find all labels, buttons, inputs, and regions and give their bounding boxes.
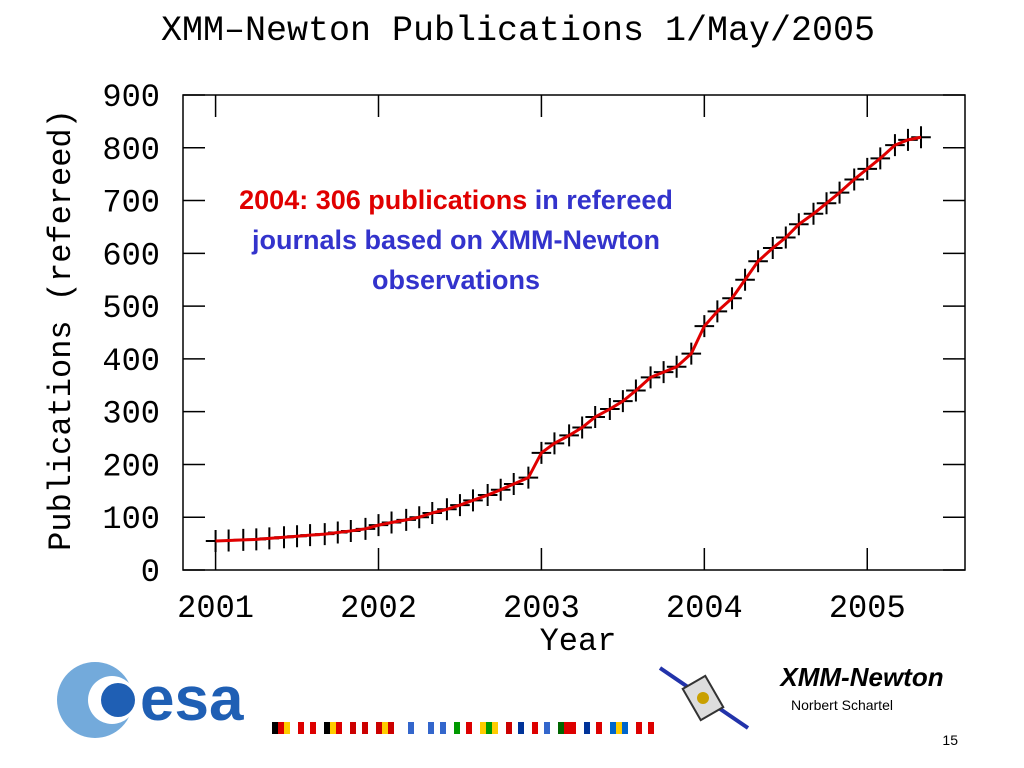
flag-stripe: [330, 722, 336, 734]
flag-stripe: [414, 722, 420, 734]
y-tick-label: 600: [102, 237, 160, 274]
flag-stripe: [310, 722, 316, 734]
flag-stripe: [648, 722, 654, 734]
x-tick-label: 2001: [177, 590, 254, 627]
flag-stripe: [440, 722, 446, 734]
flag-stripe: [382, 722, 388, 734]
y-tick-label: 100: [102, 501, 160, 538]
flag-stripe: [570, 722, 576, 734]
flag-stripe: [506, 722, 512, 734]
data-line: [215, 135, 922, 543]
x-tick-label: 2002: [340, 590, 417, 627]
page-number: 15: [942, 732, 958, 748]
y-tick-label: 200: [102, 448, 160, 485]
flag-stripe: [278, 722, 284, 734]
x-axis-label: Year: [540, 623, 617, 660]
flag-stripe: [480, 722, 486, 734]
flag-stripe: [532, 722, 538, 734]
y-tick-label: 900: [102, 79, 160, 116]
flag-stripe: [486, 722, 492, 734]
y-tick-label: 0: [141, 554, 160, 591]
mission-name: XMM-Newton: [778, 662, 943, 692]
x-tick-label: 2004: [666, 590, 743, 627]
flag-stripe: [272, 722, 278, 734]
annotation: 2004: 306 publications in refereed journ…: [226, 180, 686, 300]
flag-stripe: [636, 722, 642, 734]
flag-stripe: [622, 722, 628, 734]
flag-stripe: [434, 722, 440, 734]
y-tick-label: 700: [102, 185, 160, 222]
flag-stripe: [298, 722, 304, 734]
flags: [272, 722, 654, 734]
flag-stripe: [596, 722, 602, 734]
y-tick-label: 500: [102, 290, 160, 327]
flag-stripe: [350, 722, 356, 734]
flag-stripe: [324, 722, 330, 734]
flag-stripe: [284, 722, 290, 734]
flag-stripe: [518, 722, 524, 734]
flag-stripe: [362, 722, 368, 734]
esa-logo: esa: [57, 662, 244, 738]
flag-stripe: [610, 722, 616, 734]
satellite-icon: [658, 666, 750, 730]
flag-stripe: [642, 722, 648, 734]
plot-frame: [182, 94, 966, 571]
flag-stripe: [402, 722, 408, 734]
flag-stripe: [336, 722, 342, 734]
flag-stripe: [512, 722, 518, 734]
flag-stripe: [616, 722, 622, 734]
x-tick-label: 2003: [503, 590, 580, 627]
flag-stripe: [454, 722, 460, 734]
flag-stripe: [558, 722, 564, 734]
chart-title: XMM–Newton Publications 1/May/2005: [161, 11, 875, 51]
flag-stripe: [492, 722, 498, 734]
flag-stripe: [590, 722, 596, 734]
flag-stripe: [544, 722, 550, 734]
author: Norbert Schartel: [791, 697, 893, 713]
y-tick-label: 300: [102, 396, 160, 433]
flag-stripe: [564, 722, 570, 734]
flag-stripe: [376, 722, 382, 734]
y-tick-label: 800: [102, 132, 160, 169]
flag-stripe: [388, 722, 394, 734]
x-tick-label: 2005: [829, 590, 906, 627]
flag-stripe: [428, 722, 434, 734]
flag-stripe: [304, 722, 310, 734]
y-axis-label: Publications (refereed): [43, 109, 80, 551]
flag-stripe: [466, 722, 472, 734]
flag-stripe: [408, 722, 414, 734]
y-tick-label: 400: [102, 343, 160, 380]
flag-stripe: [538, 722, 544, 734]
logo-text: esa: [140, 665, 244, 734]
flag-stripe: [460, 722, 466, 734]
annotation-text: in refereed journals based on XMM-Newton…: [251, 185, 673, 295]
flag-stripe: [584, 722, 590, 734]
annotation-highlight: 2004: 306 publications: [239, 185, 528, 215]
flag-stripe: [356, 722, 362, 734]
